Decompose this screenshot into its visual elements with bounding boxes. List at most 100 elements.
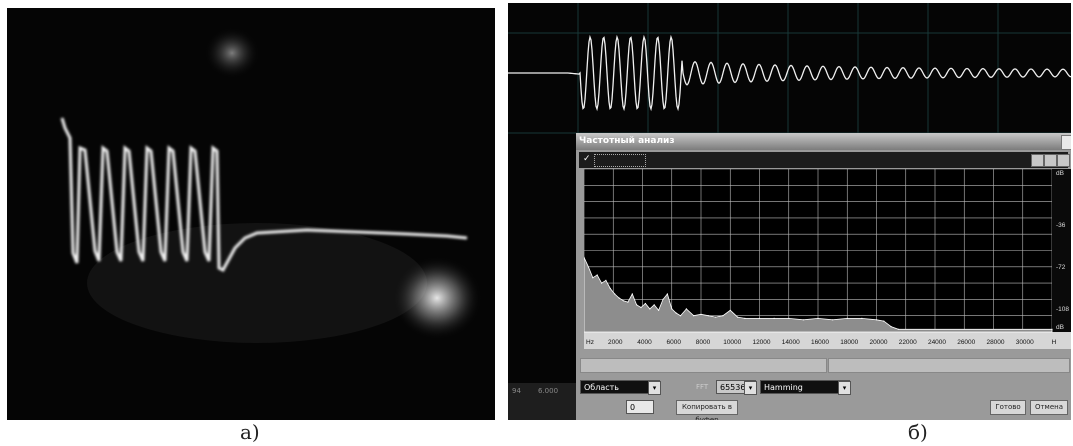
y-tick-label: -72 [1056, 264, 1066, 271]
left-number-1: 94 [512, 387, 521, 395]
spectrum-point [700, 313, 702, 315]
spectrum-point [707, 315, 709, 317]
y-tick-label: -108 [1056, 306, 1069, 313]
x-tick-label: 8000 [696, 339, 711, 346]
caption-a: а) [240, 420, 260, 444]
close-icon[interactable] [1061, 135, 1071, 150]
status-field-right [828, 358, 1070, 373]
spectrum-point [671, 308, 673, 310]
spectrum-point [587, 266, 589, 268]
x-tick-label: 16000 [811, 339, 829, 346]
spectrum-point [584, 256, 585, 258]
y-tick-label: -36 [1056, 222, 1066, 229]
spectrum-point [644, 302, 646, 305]
spectrum-point [773, 317, 775, 319]
spectrum-point [897, 328, 899, 330]
spectrum-point [675, 312, 677, 314]
spectrum-point [861, 317, 863, 319]
spectrum-point [592, 277, 594, 279]
fft-dropdown-arrow[interactable]: ▾ [744, 381, 757, 395]
y-tick-label: dB [1056, 324, 1064, 331]
spectrum-point [722, 315, 724, 317]
spectrum-point [614, 293, 616, 295]
x-tick-label: H [1052, 339, 1057, 346]
spectrum-point [846, 317, 848, 319]
x-tick-label: 14000 [782, 339, 800, 346]
x-tick-label: 20000 [869, 339, 887, 346]
x-tick-label: 6000 [667, 339, 682, 346]
dialog-title: Частотный анализ [576, 133, 1071, 150]
spectrum-point [622, 300, 625, 302]
toolbar-button-1[interactable] [1031, 154, 1044, 167]
x-tick-label: 2000 [608, 339, 623, 346]
spectrum-chart: Hz 2000 4000 6000 8000 10000 12000 14000 16000 18… [584, 169, 1071, 349]
window-select[interactable]: Hamming [760, 380, 850, 394]
x-tick-label: Hz [586, 339, 594, 346]
right-scale-strip [1052, 169, 1071, 332]
x-tick-label: 28000 [986, 339, 1004, 346]
spectrum-point [636, 304, 638, 306]
oscilloscope-photo [7, 8, 495, 420]
spectrum-point [601, 282, 603, 284]
window-dropdown-arrow[interactable]: ▾ [838, 381, 851, 395]
spectrum-analyzer-screen: 94 6.000 Частотный анализ ✓ Hz 2000 4000 60… [508, 3, 1071, 420]
checkmark-icon[interactable]: ✓ [583, 154, 591, 164]
done-button[interactable]: Готово [990, 400, 1026, 415]
copy-to-buffer-button[interactable]: Копировать в буфер [676, 400, 738, 420]
spectrum-point [666, 293, 668, 295]
spectrum-point [788, 317, 790, 319]
x-tick-label: 12000 [752, 339, 770, 346]
spectrum-point [658, 309, 660, 311]
spectrum-point [640, 306, 642, 309]
spectrum-point [609, 287, 611, 290]
oscilloscope-trace-image [7, 8, 495, 420]
spectrum-point [685, 308, 687, 310]
left-number-2: 6.000 [538, 387, 559, 395]
caption-b: б) [908, 420, 928, 444]
spectrum-point [729, 309, 731, 311]
spectrum-point [817, 317, 819, 319]
fft-label: FFT [696, 383, 709, 391]
spectrum-point [693, 315, 695, 317]
toolbar-field[interactable] [594, 154, 646, 167]
spectrum-point [883, 320, 885, 322]
spectrum-point [744, 317, 746, 319]
waveform-trace [508, 34, 1071, 112]
spectrum-point [596, 274, 598, 276]
x-tick-label: 10000 [723, 339, 741, 346]
x-axis-strip [584, 332, 1071, 349]
dialog-toolbar: ✓ [579, 152, 1070, 168]
spectrum-point [618, 297, 620, 299]
spectrum-point [802, 319, 804, 321]
area-dropdown-arrow[interactable]: ▾ [648, 381, 661, 395]
x-tick-label: 26000 [957, 339, 975, 346]
status-field-left [580, 358, 827, 373]
spectrum-area [584, 257, 1053, 333]
spectrum-point [715, 316, 717, 318]
spectrum-point [605, 279, 607, 281]
spectrum-point [832, 319, 834, 321]
spectrum-point [627, 301, 629, 303]
spectrum-point [662, 298, 664, 300]
spectrum-point [758, 317, 761, 319]
spectrum-point [890, 326, 892, 328]
spectrum-point [1051, 328, 1053, 330]
frequency-analysis-dialog: Частотный анализ ✓ Hz 2000 4000 6000 8000 100… [576, 133, 1071, 420]
spectrum-point [679, 315, 682, 317]
samples-input[interactable]: 0 [626, 400, 654, 414]
spectrum-plot: Hz 2000 4000 6000 8000 10000 12000 14000 16000 18… [584, 169, 1071, 349]
x-tick-label: 24000 [928, 339, 946, 346]
x-tick-label: 22000 [899, 339, 917, 346]
spectrum-point [737, 316, 739, 318]
cancel-button[interactable]: Отмена [1030, 400, 1068, 415]
x-tick-label: 30000 [1016, 339, 1034, 346]
x-tick-label: 18000 [840, 339, 858, 346]
spectrum-point [875, 319, 878, 321]
toolbar-button-3[interactable] [1057, 154, 1070, 167]
x-tick-label: 4000 [637, 339, 652, 346]
spectrum-point [631, 293, 633, 295]
toolbar-button-2[interactable] [1044, 154, 1057, 167]
y-tick-label: dB [1056, 170, 1064, 177]
spectrum-point [649, 308, 651, 310]
spectrum-point [653, 304, 655, 306]
